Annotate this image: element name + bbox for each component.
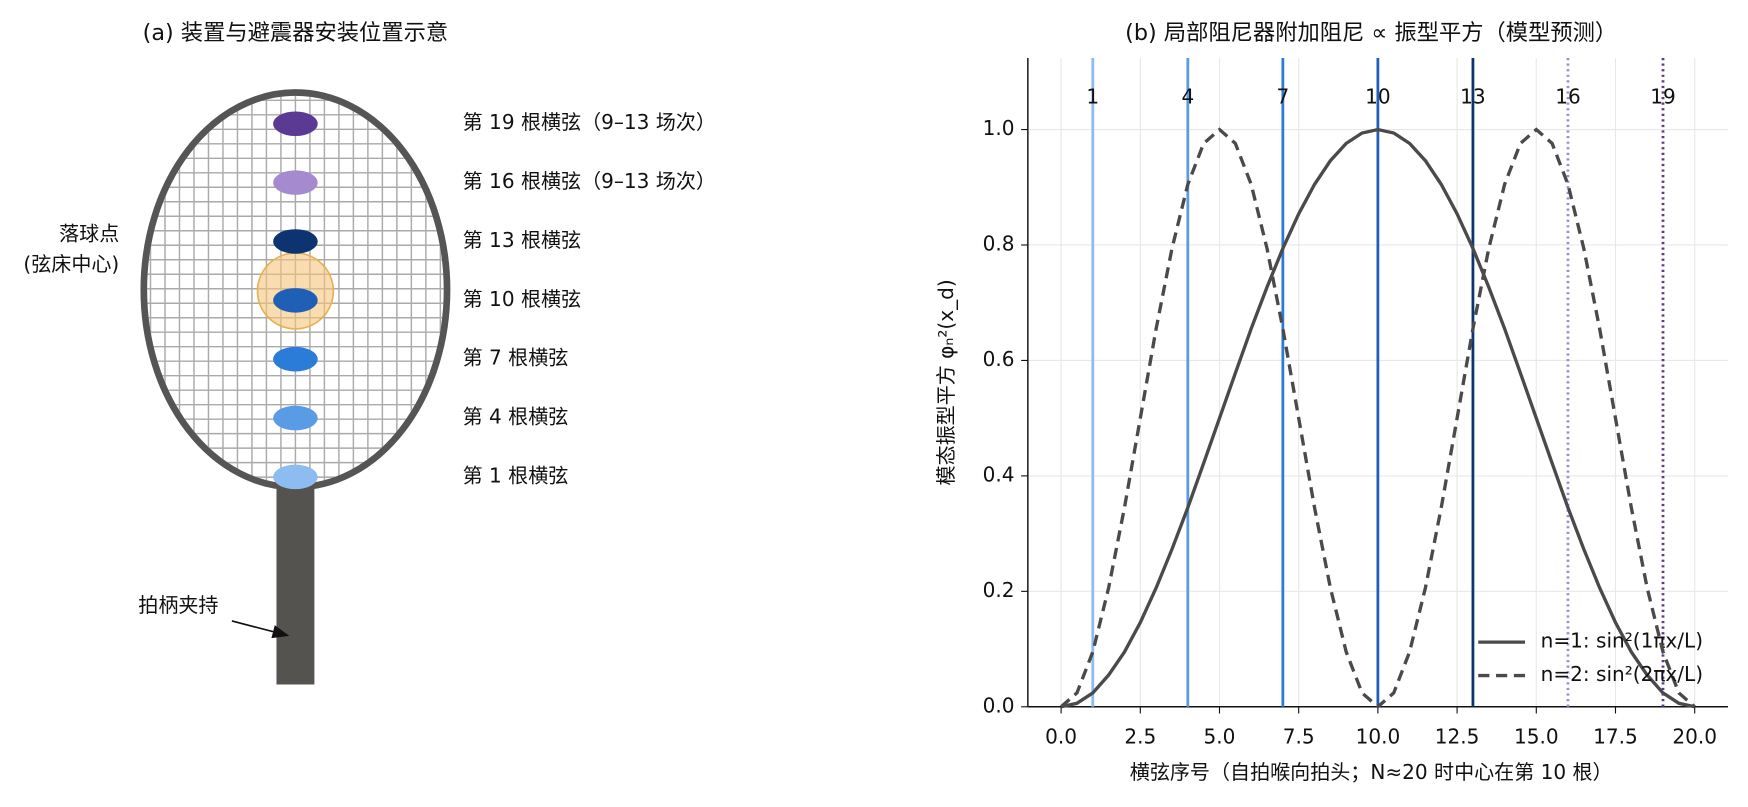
damper [273, 346, 318, 372]
impact-label: 落球点 [59, 222, 119, 246]
x-tick-label: 2.5 [1124, 724, 1156, 748]
damper [273, 111, 318, 137]
damper-position-label: 19 [1650, 85, 1676, 109]
damper-label: 第 4 根横弦 [463, 405, 569, 429]
root: (a) 装置与避震器安装位置示意 落球点 (弦床中心) 拍柄夹持 (b) 局部阻… [23, 20, 1728, 784]
damper-label: 第 1 根横弦 [463, 463, 569, 487]
damper-label: 第 13 根横弦 [463, 228, 581, 252]
racket-handle [276, 481, 315, 685]
clamp-arrow [231, 620, 290, 639]
legend-label: n=2: sin²(2πx/L) [1541, 662, 1703, 686]
x-tick-label: 5.0 [1204, 724, 1236, 748]
x-axis-label: 横弦序号（自拍喉向拍头；N≈20 时中心在第 10 根） [1130, 760, 1613, 784]
damper [273, 229, 318, 254]
x-tick-label: 7.5 [1283, 724, 1315, 748]
y-tick-label: 1.0 [983, 116, 1015, 140]
damper-position-label: 10 [1365, 85, 1391, 109]
damper-label: 第 7 根横弦 [463, 346, 569, 370]
clamp-label: 拍柄夹持 [138, 593, 218, 617]
legend-label: n=1: sin²(1πx/L) [1541, 629, 1703, 653]
series-line [1060, 127, 1696, 710]
y-tick-label: 0.0 [983, 693, 1015, 717]
damper [273, 464, 318, 490]
y-tick-label: 0.2 [983, 578, 1015, 602]
y-tick-label: 0.8 [983, 231, 1015, 255]
damper-label: 第 19 根横弦（9–13 场次） [463, 110, 716, 134]
damper-position-label: 13 [1460, 85, 1486, 109]
damper [273, 288, 318, 313]
damper-position-label: 4 [1181, 85, 1194, 109]
damper-label: 第 16 根横弦（9–13 场次） [463, 169, 716, 193]
y-axis-label: 模态振型平方 φₙ²(x_d) [934, 279, 958, 485]
x-tick-label: 17.5 [1593, 724, 1638, 748]
x-tick-label: 0.0 [1045, 724, 1077, 748]
x-tick-label: 20.0 [1672, 724, 1717, 748]
series-line [1060, 127, 1696, 709]
x-tick-label: 15.0 [1514, 724, 1559, 748]
damper [273, 405, 318, 431]
damper-position-label: 1 [1086, 85, 1099, 109]
x-tick-label: 10.0 [1356, 724, 1401, 748]
impact-label: (弦床中心) [23, 252, 119, 276]
y-tick-label: 0.6 [983, 347, 1015, 371]
panel-a-title: (a) 装置与避震器安装位置示意 [143, 20, 448, 46]
damper-position-label: 16 [1555, 85, 1581, 109]
damper-position-label: 7 [1276, 85, 1289, 109]
damper-label: 第 10 根横弦 [463, 287, 581, 311]
y-tick-label: 0.4 [983, 462, 1015, 486]
x-tick-label: 12.5 [1435, 724, 1480, 748]
damper [273, 170, 318, 195]
chart-title: (b) 局部阻尼器附加阻尼 ∝ 振型平方（模型预测） [1125, 20, 1617, 46]
